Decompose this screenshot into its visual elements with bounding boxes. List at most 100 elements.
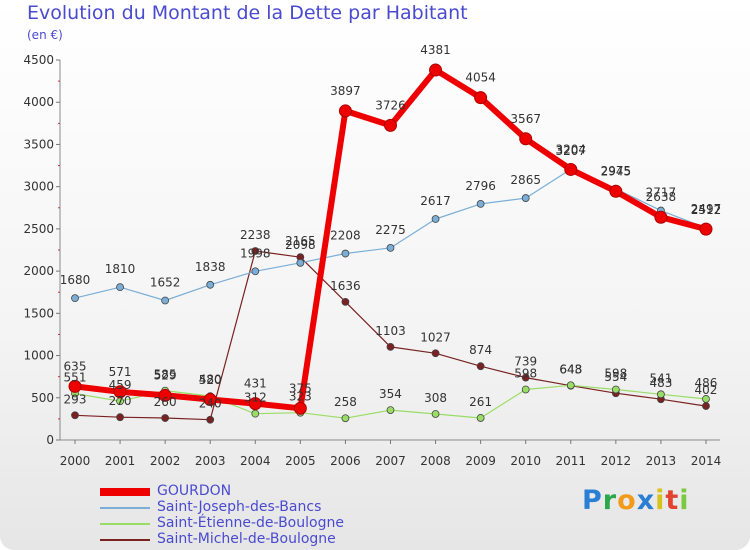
data-label: 3207 — [555, 144, 586, 158]
data-label: 643 — [559, 363, 582, 377]
data-label: 598 — [514, 367, 537, 381]
legend-item: Saint-Étienne-de-Boulogne — [100, 515, 400, 532]
data-label: 635 — [64, 359, 87, 373]
y-tick-label: 1500 — [23, 306, 54, 320]
data-point — [251, 267, 260, 276]
legend-label: Saint-Joseph-des-Bancs — [157, 499, 322, 515]
data-point — [519, 132, 533, 146]
data-point — [383, 118, 397, 132]
x-tick-label: 2003 — [195, 454, 226, 468]
data-label: 1998 — [240, 246, 271, 260]
y-tick-label: 3000 — [23, 180, 54, 194]
data-label: 520 — [199, 373, 222, 387]
x-tick-label: 2006 — [330, 454, 361, 468]
data-point — [657, 390, 665, 399]
data-label: 2512 — [691, 203, 722, 217]
data-label: 4054 — [465, 71, 496, 85]
legend-label: GOURDON — [157, 483, 232, 499]
data-label: 2975 — [601, 164, 632, 178]
data-label: 261 — [469, 395, 492, 409]
data-point — [521, 385, 530, 394]
data-point — [429, 63, 443, 77]
x-tick-label: 2005 — [285, 454, 316, 468]
legend-item: Saint-Michel-de-Boulogne — [100, 531, 400, 548]
data-point — [476, 414, 485, 422]
data-point — [654, 210, 668, 224]
data-label: 2617 — [420, 194, 451, 208]
y-tick-label: 4500 — [23, 53, 54, 67]
data-point — [251, 247, 260, 255]
legend-swatch — [100, 507, 150, 509]
data-point — [68, 379, 82, 393]
data-label: 1680 — [60, 273, 91, 287]
data-label: 431 — [244, 377, 267, 391]
data-point — [113, 385, 127, 399]
data-label: 2098 — [285, 238, 316, 252]
data-label: 2208 — [330, 229, 361, 243]
y-tick-label: 2500 — [23, 222, 54, 236]
data-point — [474, 91, 488, 105]
data-label: 260 — [154, 395, 177, 409]
x-tick-label: 2013 — [646, 454, 677, 468]
legend-item: GOURDON — [100, 483, 400, 500]
data-point — [702, 402, 710, 410]
data-label: 571 — [109, 365, 132, 379]
data-point — [296, 258, 305, 267]
data-label: 2717 — [646, 186, 677, 200]
data-point — [71, 294, 79, 303]
data-point — [386, 243, 395, 252]
data-point — [702, 395, 710, 403]
legend-swatch — [100, 523, 150, 525]
data-label: 2165 — [285, 234, 316, 248]
data-label: 483 — [649, 376, 672, 390]
proxiti-logo: Proxiti — [582, 485, 690, 516]
data-label: 258 — [334, 395, 357, 409]
data-point — [521, 373, 530, 382]
data-label: 554 — [604, 370, 627, 384]
x-tick-label: 2001 — [105, 454, 136, 468]
y-tick-label: 500 — [31, 391, 54, 405]
data-label: 480 — [199, 372, 222, 386]
x-tick-label: 2014 — [691, 454, 722, 468]
data-point — [116, 413, 124, 422]
data-label: 585 — [154, 368, 177, 382]
legend: GOURDON Saint-Joseph-des-Bancs Saint-Étien… — [100, 483, 400, 548]
data-point — [206, 280, 215, 289]
data-label: 312 — [244, 391, 267, 405]
data-label: 270 — [109, 394, 132, 408]
x-tick-label: 2009 — [465, 454, 496, 468]
data-label: 2638 — [646, 190, 677, 204]
data-label: 874 — [469, 343, 492, 357]
data-label: 2796 — [465, 179, 496, 193]
y-tick-label: 0 — [46, 433, 54, 447]
x-tick-label: 2012 — [601, 454, 632, 468]
data-point — [161, 296, 170, 305]
data-point — [161, 414, 170, 422]
legend-swatch — [100, 488, 150, 496]
data-point — [341, 249, 350, 258]
data-point — [699, 222, 713, 236]
data-point — [341, 414, 350, 423]
data-point — [293, 401, 307, 415]
data-label: 293 — [64, 392, 87, 406]
chart-title: Evolution du Montant de la Dette par Hab… — [27, 2, 468, 24]
y-tick-label: 2000 — [23, 264, 54, 278]
data-label: 2275 — [375, 223, 406, 237]
data-point — [609, 184, 623, 198]
data-label: 1652 — [150, 275, 181, 289]
data-label: 648 — [559, 362, 582, 376]
data-label: 375 — [289, 381, 312, 395]
data-point — [116, 283, 124, 292]
data-label: 598 — [604, 367, 627, 381]
legend-item: Saint-Joseph-des-Bancs — [100, 499, 400, 516]
data-label: 3204 — [555, 142, 586, 156]
x-tick-label: 2011 — [555, 454, 586, 468]
data-point — [71, 411, 79, 420]
data-label: 240 — [199, 397, 222, 411]
x-tick-label: 2004 — [240, 454, 271, 468]
data-label: 459 — [109, 378, 132, 392]
data-label: 2238 — [240, 228, 271, 242]
data-point — [206, 415, 215, 424]
data-label: 402 — [695, 383, 718, 397]
